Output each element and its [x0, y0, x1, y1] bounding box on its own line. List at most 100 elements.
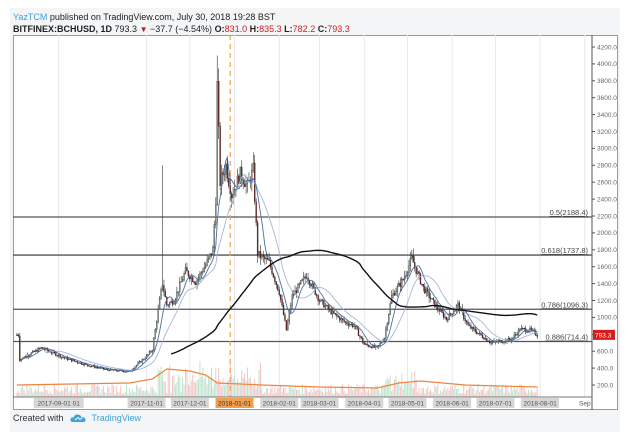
candle-up: [232, 194, 234, 199]
current-price-value: 793.3: [595, 332, 612, 339]
date-tag[interactable]: [345, 398, 384, 408]
volume-bar: [517, 392, 519, 397]
volume-bar: [513, 386, 515, 397]
volume-bar: [528, 389, 530, 397]
candle-up: [161, 285, 164, 290]
candle-up: [490, 342, 492, 344]
volume-bar: [108, 387, 110, 397]
volume-bar: [29, 386, 31, 397]
volume-bar: [405, 381, 407, 397]
candle-down: [66, 357, 68, 360]
volume-bar: [141, 390, 143, 397]
volume-bar: [278, 387, 280, 397]
volume-bar: [368, 389, 370, 397]
candle-down: [117, 370, 119, 372]
volume-bar: [23, 389, 25, 397]
volume-bar: [123, 393, 125, 397]
candle-up: [147, 354, 149, 356]
volume-bar: [314, 391, 316, 397]
volume-bar: [63, 387, 65, 397]
tradingview-cloud-icon: [69, 414, 86, 422]
volume-bar: [265, 387, 267, 397]
date-tag[interactable]: [260, 398, 299, 408]
volume-bar: [89, 391, 91, 397]
date-tag[interactable]: [521, 398, 560, 408]
volume-bar: [56, 390, 58, 397]
volume-bar: [385, 380, 387, 397]
candle-up: [183, 273, 185, 280]
candle-down: [255, 201, 257, 223]
price-tick-label: 1600.0: [597, 264, 617, 271]
price-tick-label: 200.0: [597, 382, 614, 389]
candle-up: [425, 288, 427, 294]
candle-up: [143, 359, 145, 361]
fib-level-label: 0.618(1737.8): [541, 246, 588, 255]
date-tag[interactable]: [388, 398, 427, 408]
date-tag[interactable]: [127, 398, 166, 408]
price-axis[interactable]: [592, 46, 595, 386]
volume-bar: [195, 382, 197, 397]
date-tag[interactable]: [170, 398, 209, 408]
date-tag[interactable]: [33, 398, 84, 408]
volume-bar: [66, 387, 68, 397]
volume-bar: [323, 393, 325, 397]
candle-down: [36, 349, 38, 352]
candle-up: [216, 81, 218, 206]
volume-bar: [382, 384, 384, 397]
volume-bar: [418, 387, 420, 397]
candle-up: [517, 329, 520, 335]
date-tag[interactable]: [433, 398, 472, 408]
volume-bar: [166, 393, 168, 397]
price-tick-label: 2800.0: [597, 163, 617, 170]
price-tick-label: 3400.0: [597, 112, 617, 119]
volume-bar: [159, 370, 161, 397]
candle-up: [200, 272, 203, 274]
candle-down: [427, 288, 429, 292]
date-tag[interactable]: [300, 398, 339, 408]
date-tick-label: 2018-08-01: [523, 401, 557, 408]
volume-bar: [127, 393, 129, 397]
candle-down: [76, 361, 79, 363]
candle-up: [134, 366, 136, 369]
price-chart[interactable]: 0.5(2188.4) 0.618(1737.8) 0.786(1096.3) 0.8…: [13, 35, 618, 410]
volume-bar: [45, 389, 47, 397]
chart-container[interactable]: [13, 35, 618, 410]
candle-up: [491, 342, 494, 344]
candle-down: [318, 300, 321, 302]
publish-line: YazTCM published on TradingView.com, Jul…: [13, 11, 350, 23]
candle-up: [79, 362, 81, 364]
tradingview-link[interactable]: TradingView: [91, 413, 142, 423]
volume-bar: [334, 386, 336, 397]
volume-bar: [189, 385, 191, 397]
volume-bar: [238, 382, 240, 397]
volume-bar: [535, 391, 537, 397]
volume-bar: [497, 386, 499, 397]
volume-bar: [319, 390, 321, 397]
volume-bar: [154, 391, 156, 397]
candle-down: [334, 313, 337, 315]
volume-bar: [81, 392, 83, 397]
author-link[interactable]: YazTCM: [13, 12, 48, 22]
volume-bar: [301, 384, 303, 397]
candle-down: [59, 354, 61, 358]
long-moving-average: [170, 249, 538, 355]
volume-bar: [329, 390, 331, 397]
candle-up: [386, 323, 388, 330]
volume-bar: [193, 381, 195, 397]
candle-down: [339, 316, 341, 321]
candle-down: [314, 287, 316, 295]
volume-bar: [62, 391, 64, 397]
candle-up: [225, 163, 227, 175]
volume-bar: [389, 375, 391, 397]
candle-up: [196, 279, 198, 285]
high-label: H:: [249, 24, 260, 34]
volume-bar: [431, 391, 433, 397]
volume-bar: [16, 392, 18, 397]
date-tick-label: 2018-07-01: [479, 401, 513, 408]
candle-up: [154, 329, 156, 339]
volume-bar: [375, 385, 377, 397]
candle-down: [480, 332, 482, 336]
date-tag[interactable]: [476, 398, 515, 408]
highlighted-date-tag[interactable]: [215, 398, 254, 408]
candle-up: [405, 274, 407, 277]
